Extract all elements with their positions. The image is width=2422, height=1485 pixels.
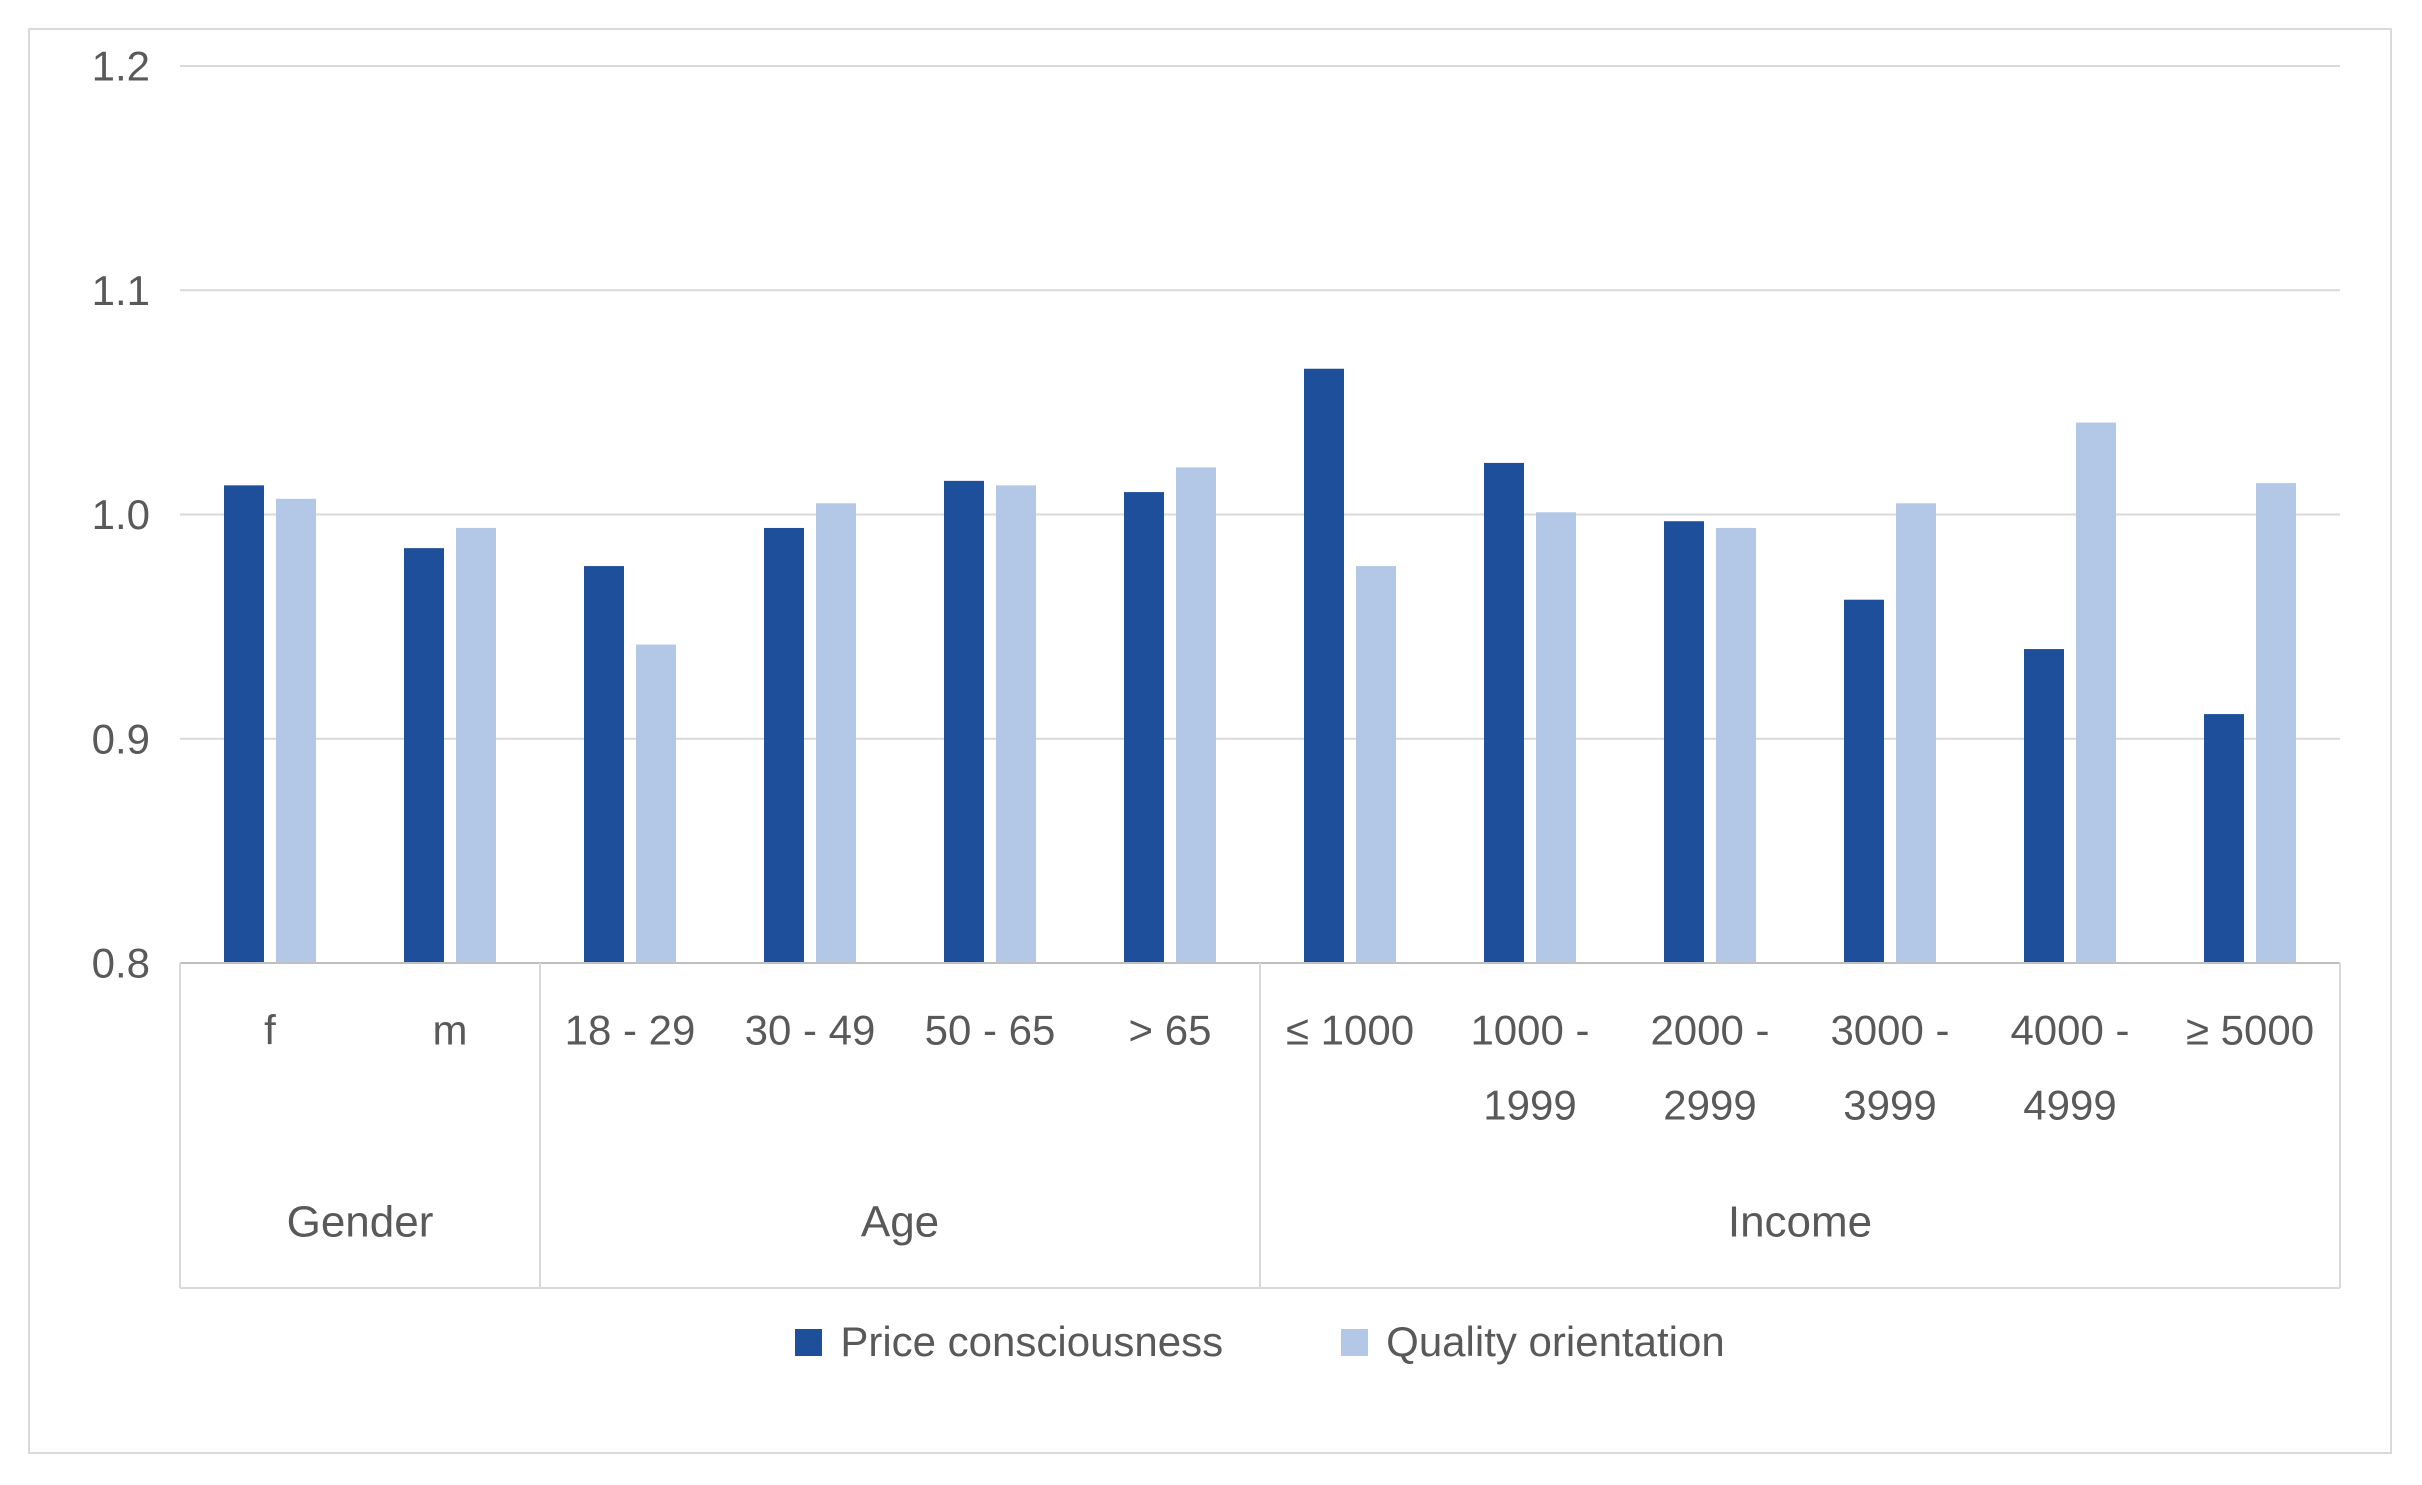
category-label: 2999 bbox=[1663, 1082, 1756, 1129]
group-label: Income bbox=[1728, 1198, 1872, 1247]
bar-quality-orientation bbox=[1356, 566, 1396, 963]
bar-price-consciousness bbox=[764, 527, 804, 963]
bar-quality-orientation bbox=[276, 498, 316, 963]
bar-price-consciousness bbox=[2204, 714, 2244, 963]
category-label: f bbox=[264, 1007, 276, 1054]
category-label: 1999 bbox=[1483, 1082, 1576, 1129]
category-label: ≥ 5000 bbox=[2186, 1007, 2314, 1054]
bar-quality-orientation bbox=[2076, 422, 2116, 963]
y-tick-label: 1.2 bbox=[92, 43, 150, 90]
bar-price-consciousness bbox=[404, 548, 444, 963]
category-label: 1000 - bbox=[1470, 1007, 1589, 1054]
category-label: 4000 - bbox=[2010, 1007, 2129, 1054]
category-label: 18 - 29 bbox=[565, 1007, 696, 1054]
group-label: Gender bbox=[287, 1198, 434, 1247]
legend-label: Price consciousness bbox=[840, 1318, 1224, 1365]
bar-quality-orientation bbox=[456, 527, 496, 963]
bar-price-consciousness bbox=[1304, 368, 1344, 963]
category-label: 30 - 49 bbox=[745, 1007, 876, 1054]
legend-item-quality-orientation: Quality orientation bbox=[1341, 1318, 1725, 1366]
y-tick-label: 1.1 bbox=[92, 267, 150, 314]
legend-item-price-consciousness: Price consciousness bbox=[795, 1318, 1223, 1366]
category-label: 3000 - bbox=[1830, 1007, 1949, 1054]
y-tick-label: 0.8 bbox=[92, 940, 150, 987]
category-label: 3999 bbox=[1843, 1082, 1936, 1129]
bar-quality-orientation bbox=[816, 503, 856, 963]
bar-quality-orientation bbox=[1536, 512, 1576, 963]
bar-quality-orientation bbox=[996, 485, 1036, 963]
bar-price-consciousness bbox=[1844, 599, 1884, 963]
bar-price-consciousness bbox=[944, 480, 984, 963]
bar-price-consciousness bbox=[224, 485, 264, 963]
quality-orientation-swatch bbox=[1341, 1328, 1369, 1356]
bar-quality-orientation bbox=[636, 644, 676, 963]
group-label: Age bbox=[861, 1198, 939, 1247]
bar-price-consciousness bbox=[1484, 462, 1524, 963]
category-label: 50 - 65 bbox=[925, 1007, 1056, 1054]
category-label: m bbox=[433, 1007, 468, 1054]
y-tick-label: 1.0 bbox=[92, 491, 150, 538]
bar-price-consciousness bbox=[1664, 521, 1704, 963]
category-label: 2000 - bbox=[1650, 1007, 1769, 1054]
bar-quality-orientation bbox=[1716, 527, 1756, 963]
legend-label: Quality orientation bbox=[1386, 1318, 1725, 1365]
category-label: > 65 bbox=[1129, 1007, 1212, 1054]
bar-quality-orientation bbox=[1896, 503, 1936, 963]
category-label: 4999 bbox=[2023, 1082, 2116, 1129]
bar-price-consciousness bbox=[2024, 649, 2064, 963]
category-label: ≤ 1000 bbox=[1286, 1007, 1414, 1054]
chart-legend: Price consciousness Quality orientation bbox=[180, 1302, 2340, 1382]
bar-quality-orientation bbox=[2256, 483, 2296, 963]
price-consciousness-swatch bbox=[795, 1328, 823, 1356]
bar-price-consciousness bbox=[1124, 492, 1164, 963]
y-tick-label: 0.9 bbox=[92, 715, 150, 762]
bar-quality-orientation bbox=[1176, 467, 1216, 963]
bar-price-consciousness bbox=[584, 566, 624, 963]
